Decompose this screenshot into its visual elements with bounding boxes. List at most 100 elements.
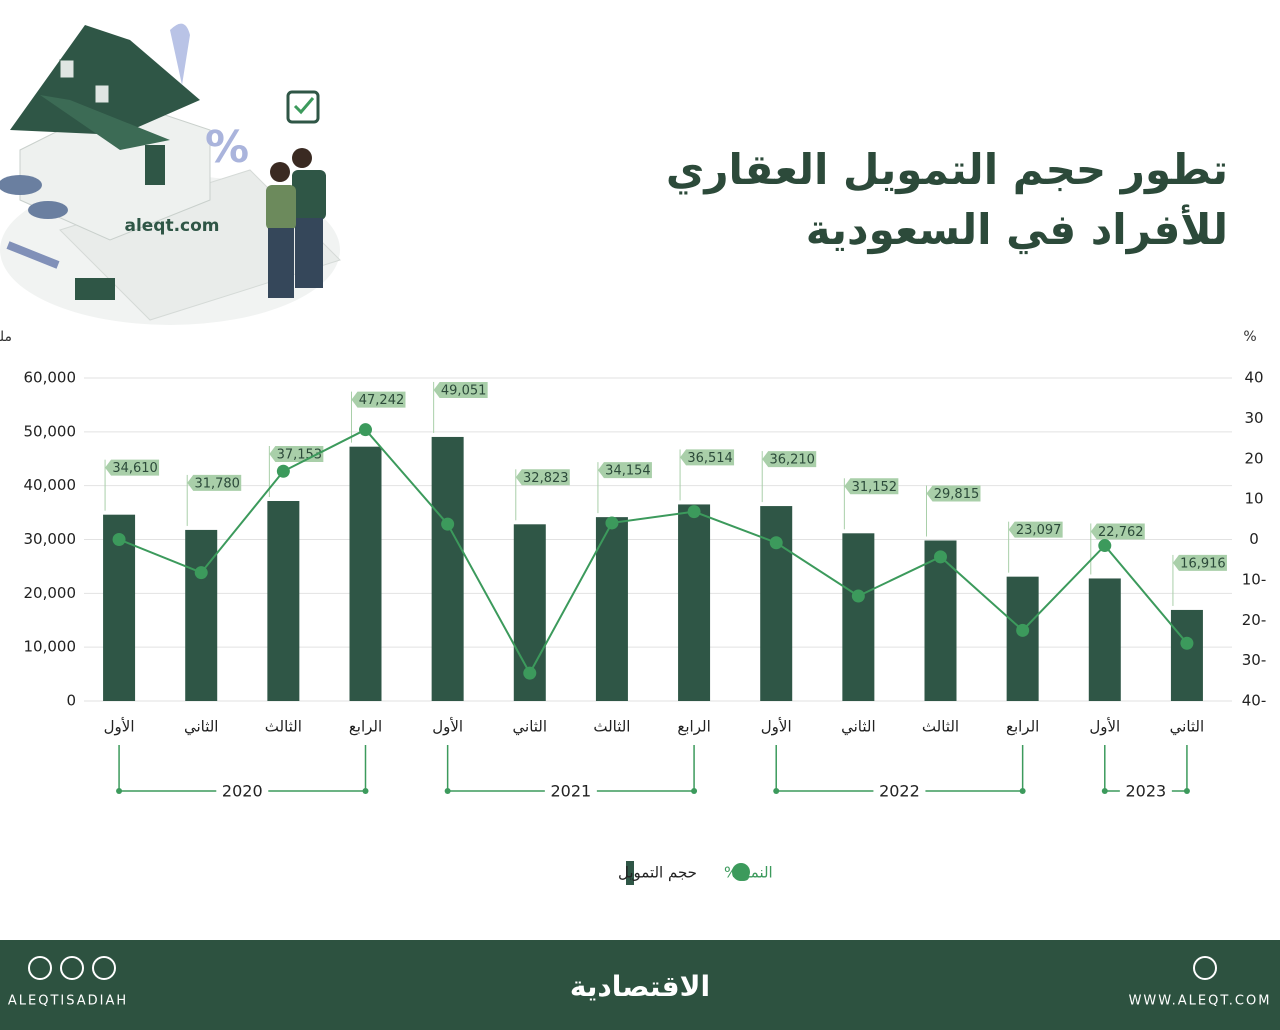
facebook-icon[interactable] [60, 956, 84, 980]
y2-tick-label: 40- [1242, 692, 1267, 710]
x-tick-label: الثاني [513, 718, 548, 737]
value-label: 49,051 [441, 383, 487, 398]
value-label: 37,153 [277, 447, 323, 462]
bar [842, 533, 875, 701]
site-label: aleqt.com [124, 216, 219, 236]
growth-point [276, 464, 290, 478]
y-tick-label: 50,000 [24, 422, 77, 440]
growth-point [1098, 539, 1112, 553]
house-window [94, 84, 110, 104]
percent-icon: % [205, 122, 249, 173]
y2-tick-label: 30- [1242, 651, 1267, 669]
coin [0, 175, 42, 195]
x-tick-label: الأول [104, 717, 135, 736]
growth-point [359, 423, 372, 437]
x-tick-label: الثاني [184, 718, 219, 737]
label-tag [762, 451, 817, 468]
bar [1006, 576, 1039, 701]
person-head [270, 162, 290, 182]
bar [760, 506, 793, 701]
illustration: % aleqt.com [0, 23, 341, 325]
year-label-bg [216, 780, 269, 802]
label-tag [105, 459, 160, 476]
y-tick-label: 60,000 [24, 369, 77, 387]
year-label-bg [1119, 780, 1172, 802]
value-label: 36,210 [769, 453, 815, 468]
year-bracket-end [773, 788, 780, 794]
year-bracket-end [362, 788, 369, 794]
x-tick-label: الرابع [1006, 718, 1039, 736]
key [6, 241, 60, 269]
year-bracket-end [444, 788, 451, 794]
legend-label: النمو % [724, 864, 773, 882]
plot-area: 0 10,000 20,000 30,000 40,000 50,000 60,000 40-… [24, 369, 1267, 885]
year-label: 2021 [550, 782, 591, 801]
growth-point [605, 516, 619, 530]
value-label: 32,823 [523, 471, 569, 486]
leaf [170, 23, 190, 86]
value-label: 16,916 [1180, 556, 1226, 571]
legend-label: حجم التمويل [618, 864, 697, 882]
house-roof-lower [40, 95, 170, 150]
y-tick-label: 0 [66, 692, 76, 710]
y-tick-label: 20,000 [24, 584, 77, 602]
y2-tick-label: 10 [1244, 490, 1263, 508]
x-tick-label: الثالث [265, 718, 302, 736]
logo: الاقتصادية [570, 970, 710, 1003]
y2-tick-label: 10- [1242, 570, 1267, 588]
growth-point [1016, 623, 1030, 637]
label-tag [926, 485, 981, 502]
label-tag [1172, 554, 1227, 571]
value-label: 34,154 [605, 464, 651, 479]
check-icon [286, 90, 320, 124]
social-handle: ALEQTISADIAH [8, 994, 128, 1009]
bar [678, 504, 711, 701]
bar [185, 529, 218, 701]
value-label: 34,610 [112, 461, 158, 476]
y2-axis-label: % [1243, 329, 1256, 345]
x-tick-label: الثالث [922, 718, 959, 736]
web-icon[interactable] [1193, 956, 1217, 980]
label-tag [515, 469, 570, 486]
year-label-bg [873, 780, 926, 802]
website[interactable]: WWW.ALEQT.COM [1129, 994, 1272, 1009]
y2-tick-label: 40 [1244, 369, 1263, 387]
growth-point [441, 517, 455, 531]
person-body [292, 170, 326, 220]
y-tick-label: 40,000 [24, 476, 77, 494]
bar [924, 540, 957, 701]
value-label: 23,097 [1016, 523, 1062, 538]
check-mark [293, 97, 315, 115]
growth-point [769, 536, 783, 550]
x-tick-label: الرابع [349, 718, 382, 736]
bar [267, 500, 300, 701]
legend-swatch [626, 861, 634, 885]
bar [1170, 609, 1203, 701]
year-label-bg [544, 780, 597, 802]
label-tag [187, 474, 242, 491]
growth-point [687, 505, 701, 519]
x-tick-label: الأول [761, 717, 792, 736]
year-bracket-end [691, 788, 698, 794]
bar [595, 517, 628, 701]
label-tag [680, 449, 735, 466]
person-head [292, 148, 312, 168]
twitter-icon[interactable] [92, 956, 116, 980]
growth-point [934, 550, 947, 564]
y-tick-label: 10,000 [24, 638, 77, 656]
label-tag [1008, 521, 1063, 538]
value-label: 31,780 [194, 476, 240, 491]
y2-tick-label: 0 [1249, 530, 1259, 548]
value-label: 36,514 [687, 451, 733, 466]
y2-tick-label: 20- [1242, 611, 1267, 629]
key-tag [75, 278, 115, 300]
y2-tick-label: 20 [1244, 449, 1263, 467]
x-tick-label: الثالث [593, 718, 630, 736]
instagram-icon[interactable] [28, 956, 52, 980]
person-legs [268, 228, 294, 298]
house-door [145, 145, 165, 185]
growth-point [1180, 636, 1194, 650]
person-body [266, 185, 296, 230]
year-bracket-end [1019, 788, 1026, 794]
